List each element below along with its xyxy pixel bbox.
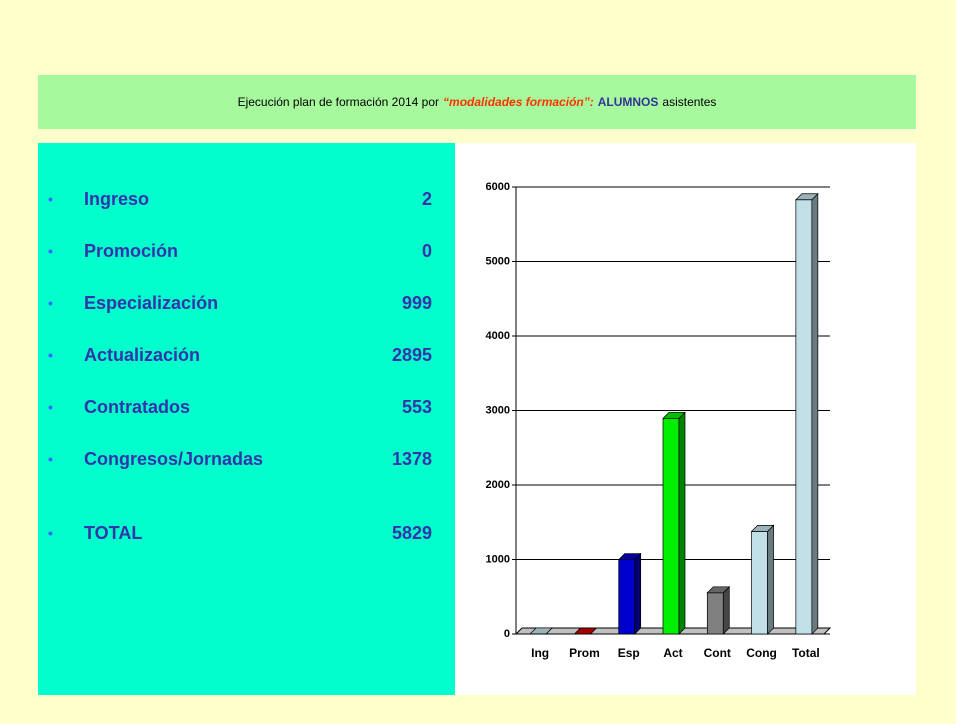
item-label: TOTAL <box>84 523 143 543</box>
y-tick-label: 6000 <box>486 181 510 193</box>
list-item: • Promoción 0 <box>38 239 455 263</box>
bar-side <box>811 192 819 635</box>
list-item: • Ingreso 2 <box>38 187 455 211</box>
bar-side <box>767 524 774 635</box>
bar <box>795 199 813 635</box>
item-value: 999 <box>401 293 432 313</box>
bar <box>662 417 680 635</box>
y-tick-label: 3000 <box>486 404 510 416</box>
bar-top <box>706 586 731 594</box>
header-text: Ejecución plan de formación 2014 por <box>237 95 440 109</box>
x-tick-label: Cont <box>704 646 731 660</box>
bar-top <box>795 193 819 201</box>
bar <box>706 592 724 635</box>
bullet: • <box>48 295 53 311</box>
list-item: • Actualización 2895 <box>38 343 455 367</box>
bar-side <box>678 411 686 635</box>
bar-top <box>573 627 598 635</box>
item-label: Actualización <box>84 345 201 365</box>
x-tick-label: Total <box>792 646 820 660</box>
x-tick-label: Cong <box>746 646 777 660</box>
list-item: • Contratados 553 <box>38 395 455 419</box>
chart: 0 1000 2000 3000 4000 5000 6000 Ing Prom Esp Act Co… <box>486 181 832 660</box>
header-emphasis: ALUMNOS <box>597 95 659 109</box>
item-label: Promoción <box>84 241 179 261</box>
x-tick-label: Esp <box>618 646 640 660</box>
header-highlight: “modalidades formación”: <box>443 95 594 109</box>
item-value: 2 <box>421 189 432 209</box>
y-tick-label: 0 <box>504 628 510 640</box>
list-item: • Congresos/Jornadas 1378 <box>38 447 455 471</box>
bullet: • <box>48 191 53 207</box>
x-tick-label: Prom <box>569 646 600 660</box>
bar-top <box>529 627 553 635</box>
bar <box>618 559 636 635</box>
bullet: • <box>48 243 53 259</box>
y-tick-label: 5000 <box>486 255 510 267</box>
list-item: • Especialización 999 <box>38 291 455 315</box>
bar-side <box>722 585 730 635</box>
bar-top <box>662 411 686 419</box>
x-tick-label: Act <box>663 646 682 660</box>
header-text: asistentes <box>662 95 717 109</box>
item-value: 0 <box>421 241 432 261</box>
list-panel: • Ingreso 2 • Promoción 0 • Especialización 999 •… <box>38 143 455 695</box>
y-tick-label: 1000 <box>486 553 510 565</box>
y-tick-label: 2000 <box>486 479 510 491</box>
bullet: • <box>48 347 53 363</box>
item-value: 2895 <box>391 345 432 365</box>
bar-top <box>750 524 775 532</box>
bullet: • <box>48 525 53 541</box>
item-value: 1378 <box>391 449 432 469</box>
bullet: • <box>48 399 53 415</box>
item-label: Especialización <box>84 293 219 313</box>
x-tick-label: Ing <box>531 646 549 660</box>
item-value: 553 <box>401 397 432 417</box>
bar <box>751 530 768 635</box>
item-label: Congresos/Jornadas <box>84 449 264 469</box>
list-item: • TOTAL 5829 <box>38 521 455 545</box>
bar-top <box>617 553 642 560</box>
bullet: • <box>48 451 53 467</box>
y-tick-label: 4000 <box>486 330 510 342</box>
item-label: Contratados <box>84 397 191 417</box>
chart-panel: 0 1000 2000 3000 4000 5000 6000 Ing Prom Esp Act Co… <box>455 143 916 695</box>
bar-side <box>634 552 642 635</box>
item-label: Ingreso <box>84 189 150 209</box>
header: Ejecución plan de formación 2014 por “mo… <box>38 75 916 129</box>
item-value: 5829 <box>391 523 432 543</box>
